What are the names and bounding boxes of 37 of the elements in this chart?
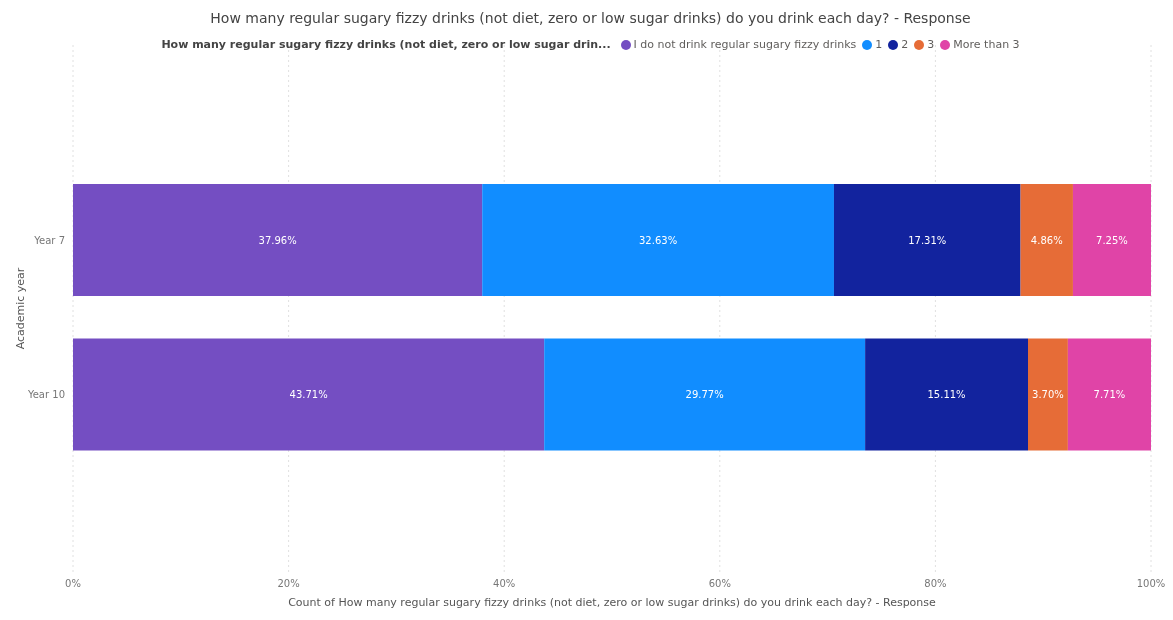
chart-title: How many regular sugary fizzy drinks (not diet, zero or low sugar drinks) do you drink each day? - Response (209, 10, 972, 26)
bar (482, 184, 834, 296)
data-label: 4.86% (1030, 234, 1063, 246)
x-tick-label: 100% (1136, 578, 1166, 590)
bar (833, 184, 1021, 296)
x-tick-label: 60% (708, 578, 731, 590)
bar (73, 338, 545, 451)
data-label: 37.96% (258, 234, 297, 246)
legend-label: 1 (875, 38, 883, 51)
bar (1072, 184, 1151, 296)
x-axis-title: Count of How many regular sugary fizzy drinks (not diet, zero or low sugar drinks) do you drink each day? - Response (288, 596, 937, 609)
x-tick-label: 20% (277, 578, 300, 590)
data-label: 3.70% (1032, 389, 1064, 400)
y-tick-label: Year 10 (26, 389, 65, 401)
data-label: 7.25% (1096, 234, 1128, 246)
data-label: 15.11% (927, 389, 966, 400)
legend-label: More than 3 (953, 38, 1020, 51)
bar (1020, 184, 1073, 296)
legend-label: I do not drink regular sugary fizzy drinks (633, 38, 857, 51)
bar (544, 338, 866, 451)
bar (1028, 338, 1068, 451)
data-label: 7.71% (1093, 389, 1126, 400)
y-tick-label: Year 7 (33, 234, 65, 246)
data-label: 32.63% (639, 234, 678, 246)
data-label: 43.71% (289, 389, 328, 400)
data-label: 17.31% (908, 234, 947, 246)
x-tick-label: 40% (493, 578, 516, 590)
bar (865, 338, 1028, 451)
x-tick-label: 0% (65, 578, 81, 590)
bar (73, 184, 483, 296)
x-tick-label: 80% (924, 578, 947, 590)
legend-title: How many regular sugary fizzy drinks (not diet, zero or low sugar drin... (161, 38, 611, 51)
legend-label: 3 (927, 38, 935, 51)
y-axis-title: Academic year (13, 267, 27, 350)
data-label: 29.77% (685, 389, 724, 400)
legend-label: 2 (901, 38, 909, 51)
bar (1067, 338, 1151, 451)
